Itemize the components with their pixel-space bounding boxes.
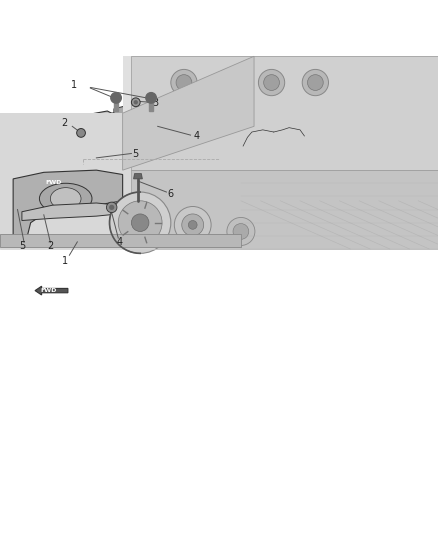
Ellipse shape	[50, 188, 81, 209]
Polygon shape	[83, 111, 116, 142]
Circle shape	[176, 75, 192, 91]
Circle shape	[109, 205, 114, 210]
Circle shape	[215, 69, 241, 96]
Polygon shape	[239, 126, 309, 161]
Circle shape	[77, 128, 85, 138]
Polygon shape	[131, 56, 438, 170]
Text: 3: 3	[152, 98, 159, 108]
Circle shape	[258, 69, 285, 96]
Circle shape	[264, 75, 279, 91]
Circle shape	[254, 139, 258, 143]
Polygon shape	[39, 178, 72, 187]
Circle shape	[106, 202, 117, 213]
Text: 2: 2	[62, 118, 68, 128]
Circle shape	[220, 75, 236, 91]
Text: 4: 4	[116, 237, 122, 247]
Circle shape	[252, 137, 261, 146]
Circle shape	[131, 98, 140, 107]
Polygon shape	[134, 174, 142, 179]
Text: 1: 1	[62, 256, 68, 266]
Circle shape	[171, 69, 197, 96]
Circle shape	[174, 206, 211, 243]
Circle shape	[270, 123, 277, 130]
Polygon shape	[0, 233, 241, 247]
Text: 1: 1	[71, 80, 78, 90]
Ellipse shape	[39, 183, 92, 214]
Circle shape	[110, 192, 171, 253]
Circle shape	[285, 139, 289, 143]
Polygon shape	[74, 138, 177, 161]
Circle shape	[111, 93, 121, 103]
Text: 5: 5	[133, 149, 139, 159]
Polygon shape	[0, 113, 131, 249]
Text: 2: 2	[47, 241, 53, 251]
Text: 4: 4	[193, 131, 199, 141]
Circle shape	[131, 214, 149, 231]
Circle shape	[302, 69, 328, 96]
Circle shape	[188, 221, 197, 229]
Polygon shape	[112, 109, 166, 142]
Polygon shape	[35, 286, 68, 295]
Polygon shape	[13, 170, 123, 240]
Text: 5: 5	[20, 241, 26, 251]
Circle shape	[134, 100, 138, 104]
Polygon shape	[123, 56, 254, 170]
Circle shape	[307, 75, 323, 91]
Circle shape	[118, 201, 162, 245]
Text: FWD: FWD	[45, 180, 62, 185]
Polygon shape	[131, 170, 438, 249]
Text: FWD: FWD	[41, 288, 57, 293]
Circle shape	[182, 214, 204, 236]
Circle shape	[227, 217, 255, 246]
Polygon shape	[22, 203, 118, 221]
Polygon shape	[114, 104, 155, 115]
Polygon shape	[123, 56, 438, 249]
Circle shape	[233, 223, 249, 239]
Text: 6: 6	[168, 189, 174, 199]
Bar	[114, 98, 118, 111]
Circle shape	[146, 93, 156, 103]
Bar	[149, 98, 153, 111]
Circle shape	[283, 137, 291, 146]
